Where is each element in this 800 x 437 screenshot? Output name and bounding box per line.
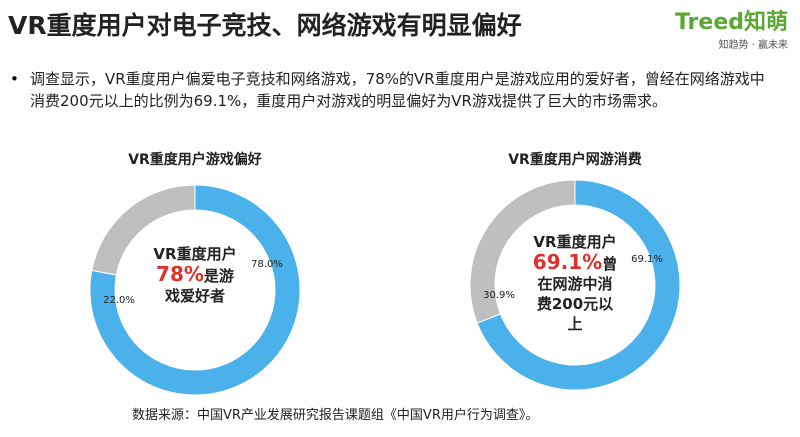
bullet-text: 调查显示，VR重度用户偏爱电子竞技和网络游戏，78%的VR重度用户是游戏应用的爱…	[30, 70, 765, 110]
value-label: 22.0%	[103, 295, 135, 306]
donut-segment	[469, 179, 576, 324]
center-lead: VR重度用户	[533, 233, 617, 251]
source-note: 数据来源：中国VR产业发展研究报告课题组《中国VR用户行为调查》。	[132, 408, 539, 423]
chart-title: VR重度用户游戏偏好	[128, 151, 262, 168]
value-label: 30.9%	[483, 290, 515, 301]
center-rest: 是游戏爱好者	[164, 267, 234, 305]
value-label: 78.0%	[251, 259, 283, 270]
bullet-dot: •	[10, 70, 19, 88]
center-highlight: 69.1%	[532, 250, 603, 274]
donut-segment	[476, 179, 681, 391]
center-label: VR重度用户78%是游戏爱好者	[152, 244, 238, 306]
donut-segment	[89, 184, 301, 396]
center-label: VR重度用户69.1%曾在网游中消费200元以上	[532, 232, 618, 334]
logo: Treed知萌 知趋势 · 赢未来	[675, 4, 788, 51]
logo-tagline: 知趋势 · 赢未来	[718, 40, 788, 51]
center-lead: VR重度用户	[153, 245, 237, 263]
chart-title: VR重度用户网游消费	[508, 151, 642, 168]
donut-segment	[91, 184, 196, 276]
center-highlight: 78%	[156, 262, 204, 286]
value-label: 69.1%	[631, 254, 663, 265]
slide-title: VR重度用户对电子竞技、网络游戏有明显偏好	[8, 11, 522, 40]
logo-brand: Treed知萌	[674, 10, 788, 35]
center-rest: 曾在网游中消费200元以上	[536, 255, 618, 333]
